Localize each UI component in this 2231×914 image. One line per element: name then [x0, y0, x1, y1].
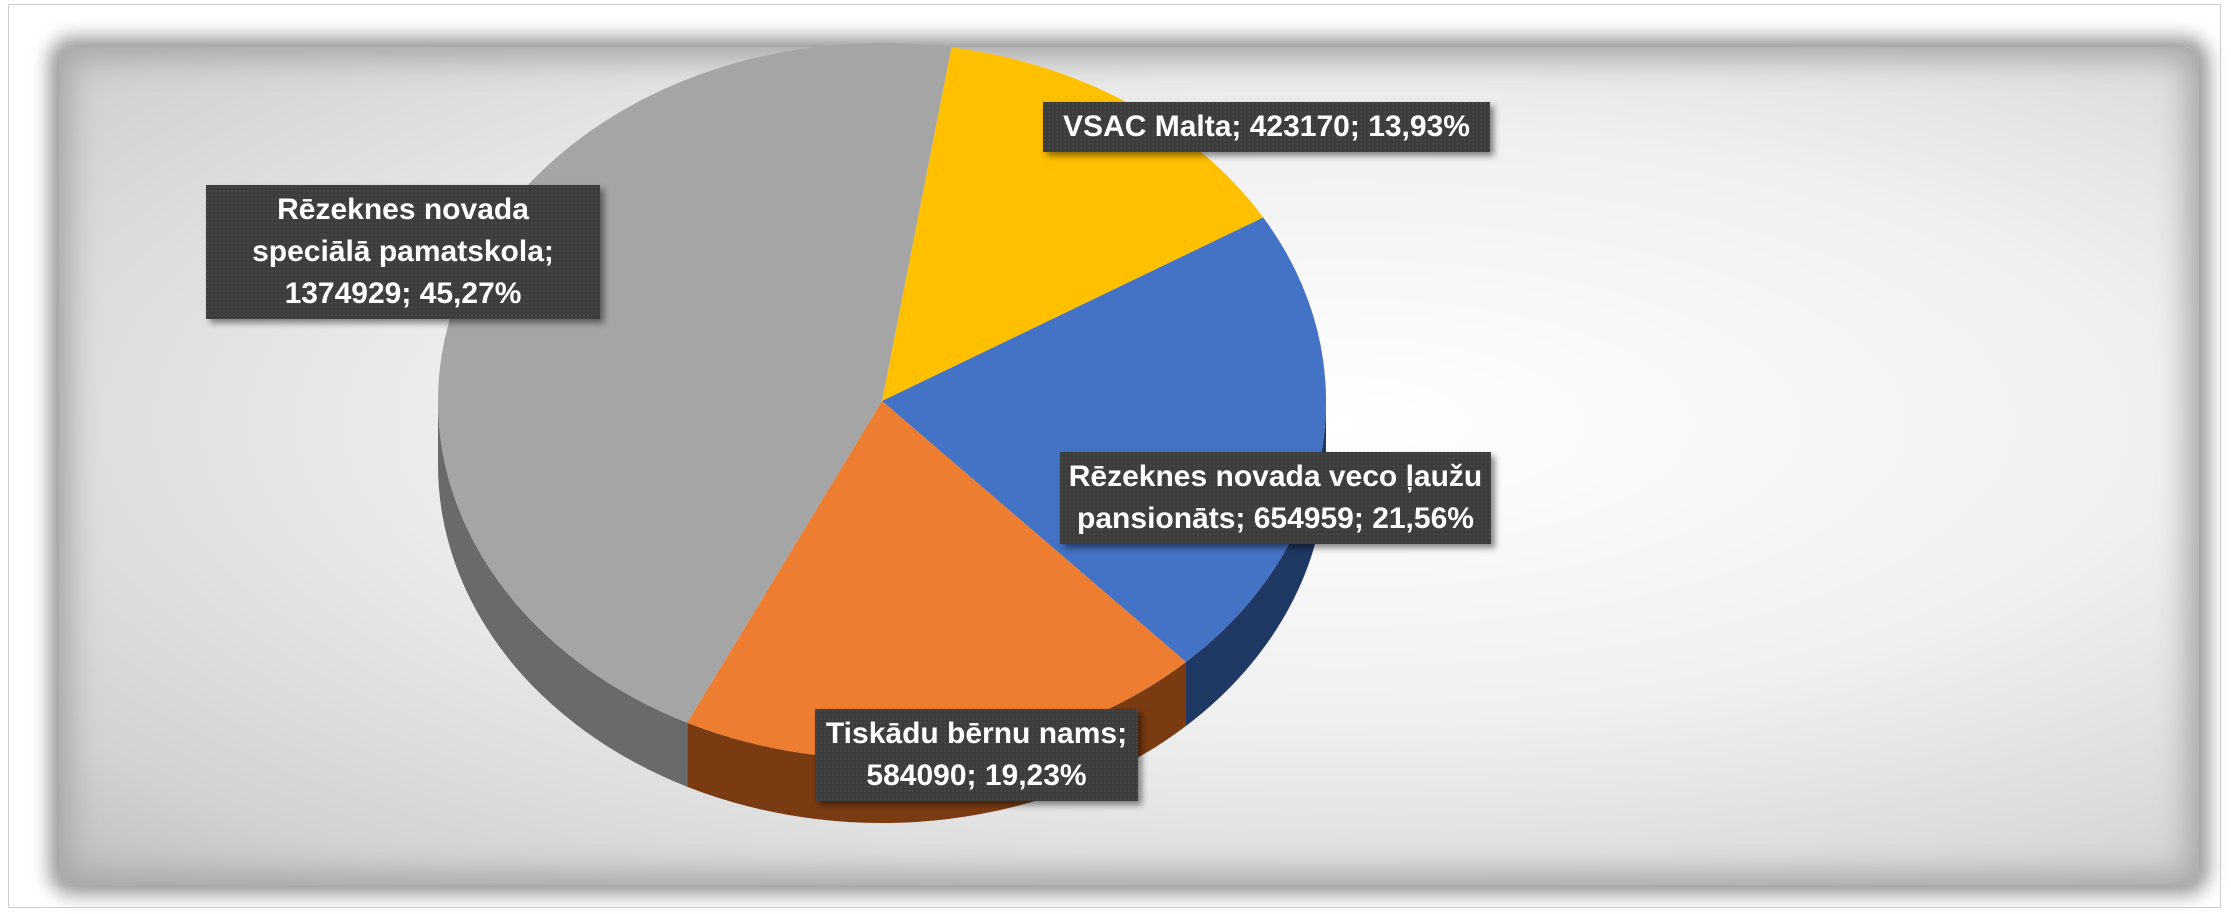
slice [882, 217, 1326, 662]
label-separator: ; [1353, 502, 1373, 535]
data-label: VSAC Malta; 423170; 13,93% [1043, 102, 1490, 152]
label-separator: ; [1235, 502, 1254, 535]
label-percentage: 19,23% [984, 759, 1087, 792]
label-value: 584090 [866, 759, 967, 792]
label-value: 654959 [1253, 502, 1354, 535]
label-category: Rēzeknes novada veco ļaužu pansionāts [1068, 460, 1483, 535]
label-category: Rēzeknes novada speciālā pamatskola [252, 193, 544, 268]
label-value: 423170 [1249, 110, 1350, 143]
data-label: Tiskādu bērnu nams; 584090; 19,23% [815, 709, 1138, 801]
label-separator: ; [1231, 110, 1250, 143]
label-separator: ; [966, 759, 985, 792]
data-label: Rēzeknes novada speciālā pamatskola; 137… [206, 185, 600, 319]
label-separator: ; [401, 277, 420, 310]
label-separator: ; [543, 235, 554, 268]
slice-side [1185, 401, 1326, 726]
label-value: 1374929 [284, 277, 402, 310]
slice-side [438, 401, 688, 787]
label-percentage: 13,93% [1368, 110, 1470, 143]
label-percentage: 45,27% [419, 277, 522, 310]
label-percentage: 21,56% [1372, 502, 1474, 535]
label-category: Tiskādu bērnu nams [825, 717, 1118, 750]
label-category: VSAC Malta [1063, 110, 1232, 143]
data-label: Rēzeknes novada veco ļaužu pansionāts; 6… [1060, 452, 1491, 544]
label-separator: ; [1117, 717, 1128, 750]
label-separator: ; [1349, 110, 1369, 143]
slice [687, 401, 1186, 759]
